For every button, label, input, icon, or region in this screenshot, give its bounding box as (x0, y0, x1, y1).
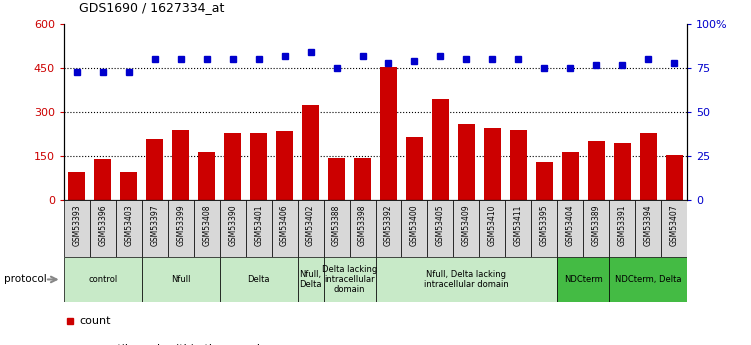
Text: GSM53410: GSM53410 (488, 205, 497, 246)
Bar (562, 152, 579, 200)
Bar (614, 143, 631, 200)
Bar (479, 200, 505, 257)
Text: GSM53392: GSM53392 (384, 205, 393, 246)
Text: GSM53408: GSM53408 (202, 205, 211, 246)
Bar (432, 99, 449, 200)
Bar (272, 200, 297, 257)
Bar (584, 200, 609, 257)
Bar (324, 257, 376, 302)
Bar (95, 159, 111, 200)
Bar (302, 105, 319, 200)
Text: GSM53391: GSM53391 (618, 205, 627, 246)
Bar (354, 158, 371, 200)
Text: GSM53395: GSM53395 (540, 205, 549, 246)
Bar (146, 139, 163, 200)
Bar (609, 200, 635, 257)
Bar (246, 200, 272, 257)
Bar (380, 67, 397, 200)
Bar (220, 257, 297, 302)
Bar (225, 132, 241, 200)
Text: GSM53411: GSM53411 (514, 205, 523, 246)
Text: Nfull,
Delta: Nfull, Delta (300, 270, 322, 289)
Text: Delta lacking
intracellular
domain: Delta lacking intracellular domain (322, 265, 377, 294)
Text: percentile rank within the sample: percentile rank within the sample (80, 344, 267, 345)
Bar (64, 200, 90, 257)
Bar (376, 200, 402, 257)
Bar (297, 257, 324, 302)
Bar (328, 158, 345, 200)
Text: GSM53405: GSM53405 (436, 205, 445, 246)
Text: GSM53409: GSM53409 (462, 205, 471, 246)
Bar (557, 257, 609, 302)
Bar (297, 200, 324, 257)
Bar (120, 172, 137, 200)
Text: GSM53389: GSM53389 (592, 205, 601, 246)
Text: NDCterm: NDCterm (564, 275, 602, 284)
Bar (484, 128, 501, 200)
Text: Delta: Delta (247, 275, 270, 284)
Bar (588, 141, 605, 200)
Bar (557, 200, 584, 257)
Bar (276, 131, 293, 200)
Bar (142, 200, 167, 257)
Text: GSM53394: GSM53394 (644, 205, 653, 246)
Bar (376, 257, 557, 302)
Bar (68, 172, 86, 200)
Text: GSM53402: GSM53402 (306, 205, 315, 246)
Bar (167, 200, 194, 257)
Text: GSM53406: GSM53406 (280, 205, 289, 246)
Bar (349, 200, 376, 257)
Text: GSM53399: GSM53399 (176, 205, 185, 246)
Text: GSM53390: GSM53390 (228, 205, 237, 246)
Bar (406, 137, 423, 200)
Bar (505, 200, 532, 257)
Text: protocol: protocol (4, 275, 47, 284)
Bar (635, 200, 661, 257)
Text: GSM53400: GSM53400 (410, 205, 419, 246)
Bar (324, 200, 349, 257)
Bar (90, 200, 116, 257)
Text: GDS1690 / 1627334_at: GDS1690 / 1627334_at (79, 1, 225, 14)
Bar (142, 257, 220, 302)
Bar (609, 257, 687, 302)
Text: GSM53393: GSM53393 (72, 205, 81, 246)
Text: control: control (88, 275, 117, 284)
Bar (536, 162, 553, 200)
Bar (458, 124, 475, 200)
Bar (532, 200, 557, 257)
Bar (454, 200, 479, 257)
Text: GSM53397: GSM53397 (150, 205, 159, 246)
Text: GSM53401: GSM53401 (254, 205, 263, 246)
Bar (427, 200, 454, 257)
Bar (402, 200, 427, 257)
Text: NDCterm, Delta: NDCterm, Delta (615, 275, 681, 284)
Bar (665, 155, 683, 200)
Text: Nfull, Delta lacking
intracellular domain: Nfull, Delta lacking intracellular domai… (424, 270, 508, 289)
Text: GSM53398: GSM53398 (358, 205, 367, 246)
Bar (510, 130, 526, 200)
Text: GSM53404: GSM53404 (566, 205, 575, 246)
Bar (64, 257, 142, 302)
Text: GSM53407: GSM53407 (670, 205, 679, 246)
Bar (198, 152, 215, 200)
Bar (640, 132, 656, 200)
Text: count: count (80, 316, 111, 326)
Bar (661, 200, 687, 257)
Text: GSM53403: GSM53403 (124, 205, 133, 246)
Bar (250, 132, 267, 200)
Text: GSM53396: GSM53396 (98, 205, 107, 246)
Bar (172, 130, 189, 200)
Bar (194, 200, 220, 257)
Bar (220, 200, 246, 257)
Bar (116, 200, 142, 257)
Text: GSM53388: GSM53388 (332, 205, 341, 246)
Text: Nfull: Nfull (171, 275, 191, 284)
